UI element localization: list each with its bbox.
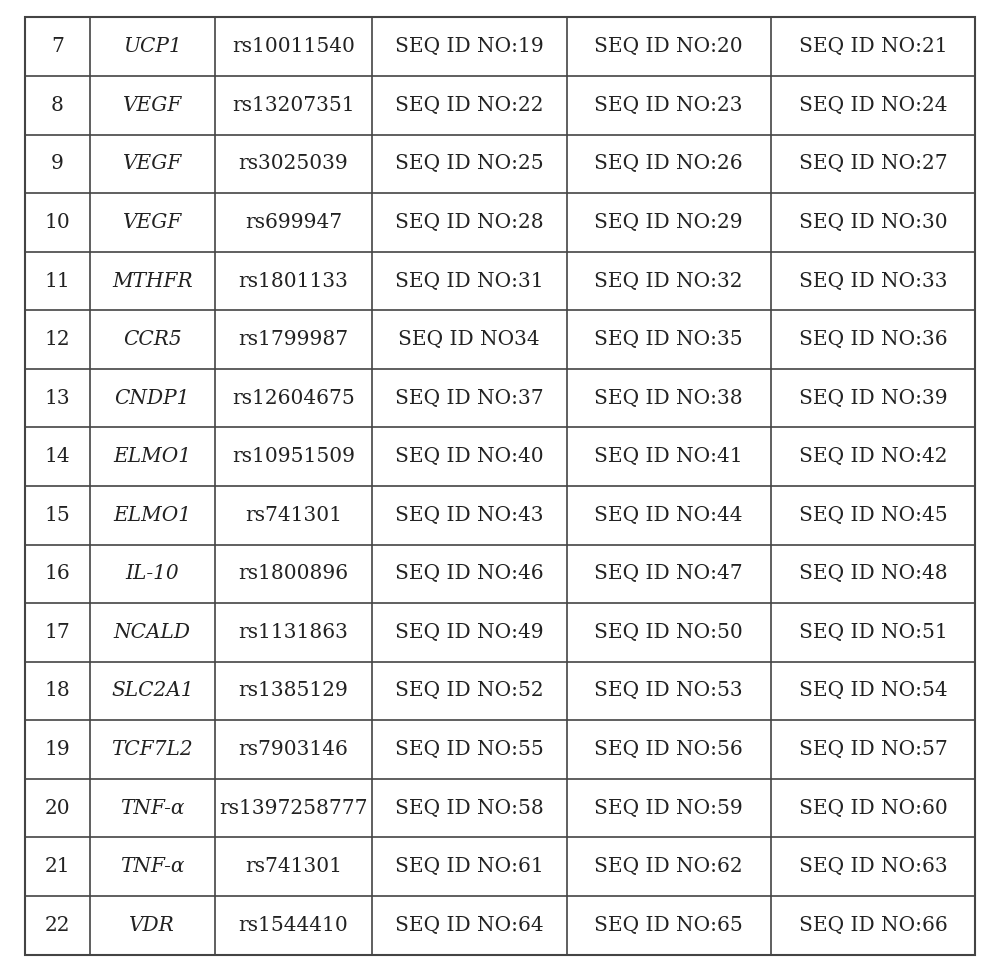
Text: rs741301: rs741301 bbox=[245, 505, 342, 525]
Text: rs1385129: rs1385129 bbox=[238, 681, 348, 701]
Text: rs1131863: rs1131863 bbox=[238, 623, 348, 642]
Text: 17: 17 bbox=[44, 623, 70, 642]
Text: TCF7L2: TCF7L2 bbox=[111, 740, 193, 759]
Text: SEQ ID NO:31: SEQ ID NO:31 bbox=[395, 271, 543, 291]
Text: 15: 15 bbox=[44, 505, 70, 525]
Text: SEQ ID NO:58: SEQ ID NO:58 bbox=[395, 799, 544, 817]
Text: SEQ ID NO:38: SEQ ID NO:38 bbox=[594, 389, 743, 407]
Text: SEQ ID NO34: SEQ ID NO34 bbox=[398, 330, 540, 349]
Text: SEQ ID NO:24: SEQ ID NO:24 bbox=[799, 96, 947, 115]
Text: SEQ ID NO:60: SEQ ID NO:60 bbox=[799, 799, 947, 817]
Text: VEGF: VEGF bbox=[123, 213, 182, 232]
Text: SEQ ID NO:39: SEQ ID NO:39 bbox=[799, 389, 947, 407]
Text: SEQ ID NO:45: SEQ ID NO:45 bbox=[799, 505, 947, 525]
Text: SEQ ID NO:37: SEQ ID NO:37 bbox=[395, 389, 543, 407]
Text: VEGF: VEGF bbox=[123, 96, 182, 115]
Text: 16: 16 bbox=[44, 565, 70, 583]
Text: SEQ ID NO:48: SEQ ID NO:48 bbox=[799, 565, 947, 583]
Text: SEQ ID NO:44: SEQ ID NO:44 bbox=[594, 505, 743, 525]
Text: rs7903146: rs7903146 bbox=[238, 740, 348, 759]
Text: SEQ ID NO:56: SEQ ID NO:56 bbox=[594, 740, 743, 759]
Text: rs1544410: rs1544410 bbox=[239, 916, 348, 935]
Text: SEQ ID NO:30: SEQ ID NO:30 bbox=[799, 213, 947, 232]
Text: 20: 20 bbox=[44, 799, 70, 817]
Text: SEQ ID NO:41: SEQ ID NO:41 bbox=[594, 447, 743, 467]
Text: rs1800896: rs1800896 bbox=[238, 565, 348, 583]
Text: SEQ ID NO:23: SEQ ID NO:23 bbox=[594, 96, 743, 115]
Text: rs13207351: rs13207351 bbox=[232, 96, 355, 115]
Text: SEQ ID NO:53: SEQ ID NO:53 bbox=[594, 681, 743, 701]
Text: SEQ ID NO:25: SEQ ID NO:25 bbox=[395, 155, 543, 173]
Text: SEQ ID NO:47: SEQ ID NO:47 bbox=[594, 565, 743, 583]
Text: rs3025039: rs3025039 bbox=[239, 155, 348, 173]
Text: 10: 10 bbox=[44, 213, 70, 232]
Text: rs10951509: rs10951509 bbox=[232, 447, 355, 467]
Text: TNF-α: TNF-α bbox=[120, 799, 185, 817]
Text: rs1801133: rs1801133 bbox=[238, 271, 348, 291]
Text: rs699947: rs699947 bbox=[245, 213, 342, 232]
Text: SEQ ID NO:57: SEQ ID NO:57 bbox=[799, 740, 947, 759]
Text: SEQ ID NO:40: SEQ ID NO:40 bbox=[395, 447, 543, 467]
Text: SEQ ID NO:59: SEQ ID NO:59 bbox=[594, 799, 743, 817]
Text: 12: 12 bbox=[44, 330, 70, 349]
Text: 22: 22 bbox=[45, 916, 70, 935]
Text: 11: 11 bbox=[44, 271, 70, 291]
Text: UCP1: UCP1 bbox=[123, 37, 182, 56]
Text: SEQ ID NO:32: SEQ ID NO:32 bbox=[594, 271, 743, 291]
Text: SEQ ID NO:29: SEQ ID NO:29 bbox=[594, 213, 743, 232]
Text: SEQ ID NO:52: SEQ ID NO:52 bbox=[395, 681, 543, 701]
Text: SEQ ID NO:50: SEQ ID NO:50 bbox=[594, 623, 743, 642]
Text: 18: 18 bbox=[44, 681, 70, 701]
Text: SEQ ID NO:28: SEQ ID NO:28 bbox=[395, 213, 543, 232]
Text: SEQ ID NO:19: SEQ ID NO:19 bbox=[395, 37, 544, 56]
Text: ELMO1: ELMO1 bbox=[113, 447, 191, 467]
Text: VDR: VDR bbox=[129, 916, 175, 935]
Text: VEGF: VEGF bbox=[123, 155, 182, 173]
Text: NCALD: NCALD bbox=[114, 623, 191, 642]
Text: SEQ ID NO:22: SEQ ID NO:22 bbox=[395, 96, 543, 115]
Text: 13: 13 bbox=[44, 389, 70, 407]
Text: SEQ ID NO:55: SEQ ID NO:55 bbox=[395, 740, 544, 759]
Text: 7: 7 bbox=[51, 37, 64, 56]
Text: SEQ ID NO:62: SEQ ID NO:62 bbox=[594, 857, 743, 876]
Text: IL-10: IL-10 bbox=[125, 565, 179, 583]
Text: SEQ ID NO:66: SEQ ID NO:66 bbox=[799, 916, 947, 935]
Text: SEQ ID NO:64: SEQ ID NO:64 bbox=[395, 916, 543, 935]
Text: TNF-α: TNF-α bbox=[120, 857, 185, 876]
Text: 8: 8 bbox=[51, 96, 64, 115]
Text: rs741301: rs741301 bbox=[245, 857, 342, 876]
Text: CCR5: CCR5 bbox=[123, 330, 182, 349]
Text: SEQ ID NO:46: SEQ ID NO:46 bbox=[395, 565, 543, 583]
Text: SEQ ID NO:61: SEQ ID NO:61 bbox=[395, 857, 544, 876]
Text: MTHFR: MTHFR bbox=[112, 271, 193, 291]
Text: 19: 19 bbox=[44, 740, 70, 759]
Text: SEQ ID NO:20: SEQ ID NO:20 bbox=[594, 37, 743, 56]
Text: SEQ ID NO:65: SEQ ID NO:65 bbox=[594, 916, 743, 935]
Text: SLC2A1: SLC2A1 bbox=[111, 681, 194, 701]
Text: SEQ ID NO:63: SEQ ID NO:63 bbox=[799, 857, 947, 876]
Text: SEQ ID NO:49: SEQ ID NO:49 bbox=[395, 623, 543, 642]
Text: SEQ ID NO:21: SEQ ID NO:21 bbox=[799, 37, 947, 56]
Text: 14: 14 bbox=[44, 447, 70, 467]
Text: rs10011540: rs10011540 bbox=[232, 37, 355, 56]
Text: CNDP1: CNDP1 bbox=[115, 389, 190, 407]
Text: SEQ ID NO:54: SEQ ID NO:54 bbox=[799, 681, 947, 701]
Text: rs12604675: rs12604675 bbox=[232, 389, 355, 407]
Text: SEQ ID NO:36: SEQ ID NO:36 bbox=[799, 330, 947, 349]
Text: SEQ ID NO:43: SEQ ID NO:43 bbox=[395, 505, 543, 525]
Text: rs1397258777: rs1397258777 bbox=[219, 799, 368, 817]
Text: SEQ ID NO:26: SEQ ID NO:26 bbox=[594, 155, 743, 173]
Text: 21: 21 bbox=[44, 857, 70, 876]
Text: ELMO1: ELMO1 bbox=[113, 505, 191, 525]
Text: SEQ ID NO:51: SEQ ID NO:51 bbox=[799, 623, 947, 642]
Text: 9: 9 bbox=[51, 155, 64, 173]
Text: SEQ ID NO:42: SEQ ID NO:42 bbox=[799, 447, 947, 467]
Text: SEQ ID NO:33: SEQ ID NO:33 bbox=[799, 271, 947, 291]
Text: SEQ ID NO:35: SEQ ID NO:35 bbox=[594, 330, 743, 349]
Text: SEQ ID NO:27: SEQ ID NO:27 bbox=[799, 155, 947, 173]
Text: rs1799987: rs1799987 bbox=[238, 330, 348, 349]
